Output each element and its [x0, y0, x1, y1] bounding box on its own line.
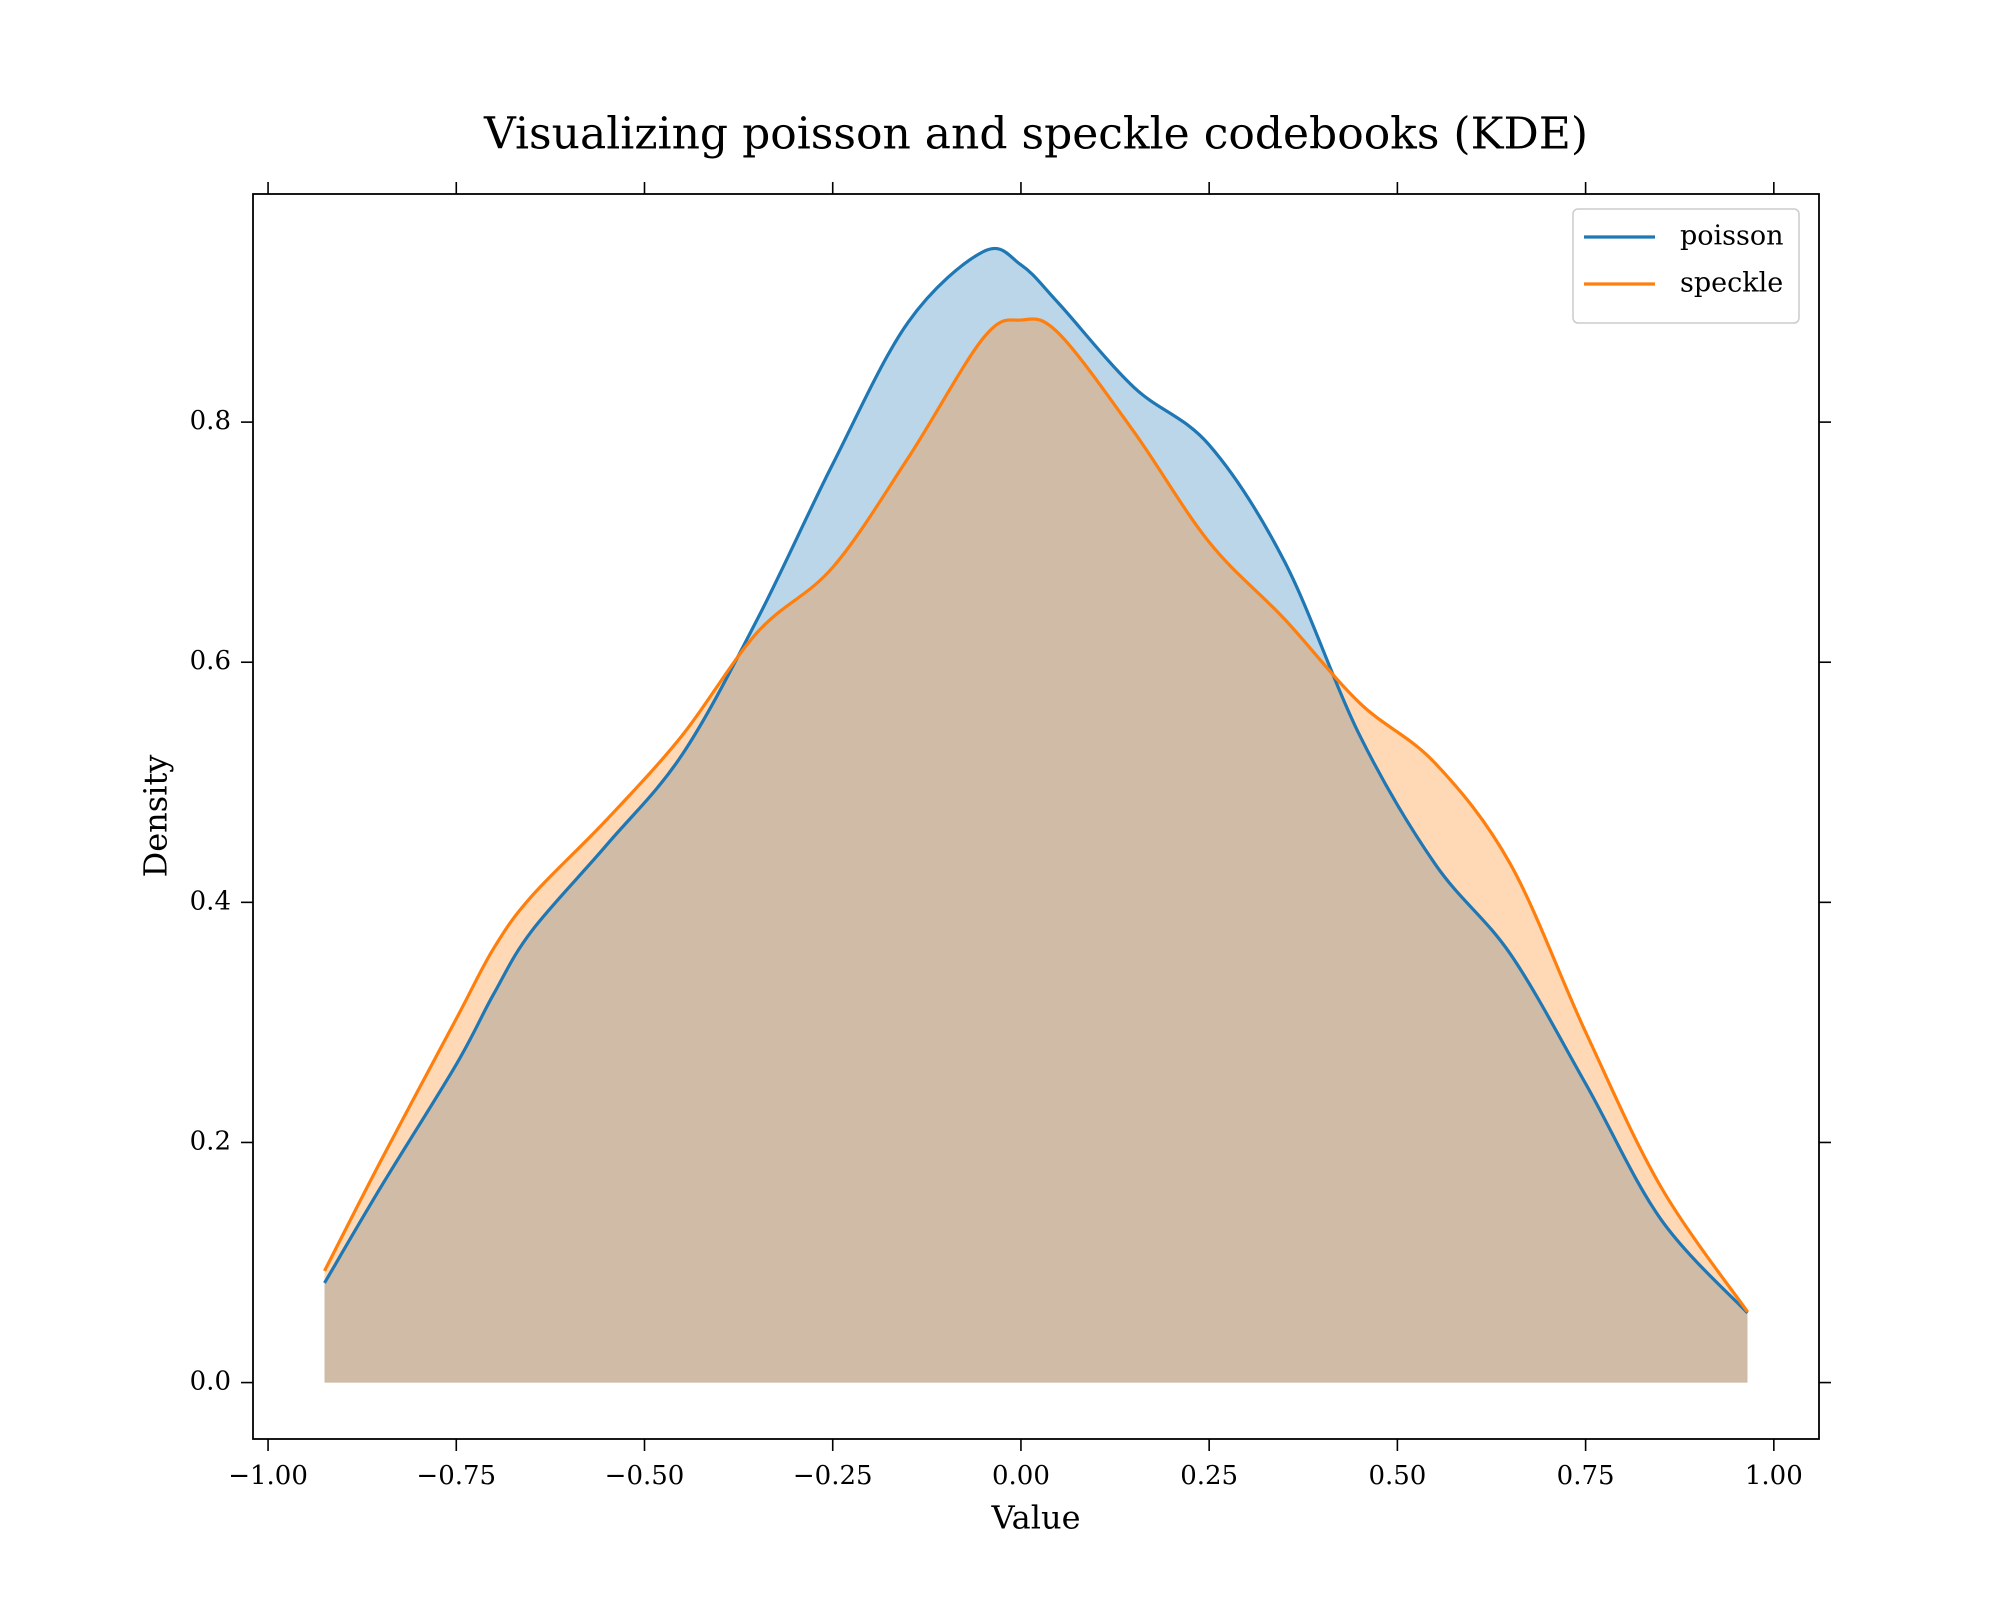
area-fill — [324, 318, 1748, 1383]
y-tick-label: 0.2 — [190, 1126, 231, 1156]
y-tick-label: 0.6 — [190, 646, 231, 676]
chart-title: Visualizing poisson and speckle codebook… — [483, 109, 1588, 160]
y-tick-label: 0.8 — [190, 406, 231, 436]
x-tick-label: −0.50 — [605, 1461, 685, 1491]
x-tick-label: −1.00 — [228, 1461, 308, 1491]
x-tick-label: 1.00 — [1745, 1461, 1803, 1491]
x-tick-label: 0.00 — [992, 1461, 1050, 1491]
series-line — [323, 317, 1749, 1313]
plot-frame — [252, 193, 1820, 1440]
legend-label: poisson — [1680, 221, 1784, 252]
y-axis-label: Density — [137, 755, 175, 878]
x-tick-label: 0.75 — [1557, 1461, 1615, 1491]
series-line — [323, 246, 1749, 1315]
x-axis-label: Value — [990, 1499, 1080, 1537]
x-tick-label: −0.75 — [416, 1461, 496, 1491]
x-tick-label: 0.50 — [1368, 1461, 1426, 1491]
legend-label: speckle — [1680, 268, 1783, 299]
y-tick-label: 0.0 — [190, 1367, 231, 1397]
x-tick-label: 0.25 — [1180, 1461, 1238, 1491]
y-tick-label: 0.4 — [190, 886, 231, 916]
area-fill — [324, 248, 1748, 1383]
x-tick-label: −0.25 — [793, 1461, 873, 1491]
